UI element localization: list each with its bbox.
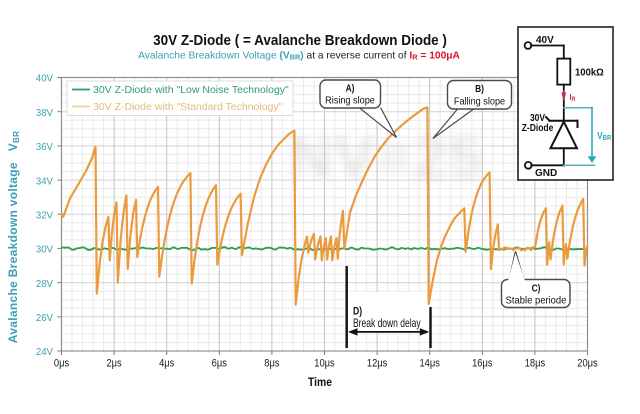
svg-text:24V: 24V — [36, 347, 53, 358]
svg-text:38V: 38V — [36, 108, 53, 119]
svg-text:40V: 40V — [536, 35, 554, 46]
svg-text:4μs: 4μs — [159, 358, 174, 370]
svg-text:26V: 26V — [36, 313, 53, 324]
svg-text:10μs: 10μs — [314, 358, 334, 370]
svg-text:Break down delay: Break down delay — [353, 318, 421, 331]
svg-text:Falling slope: Falling slope — [454, 96, 506, 108]
svg-text:Z-Diode: Z-Diode — [522, 122, 554, 133]
svg-text:IR: IR — [570, 92, 577, 103]
svg-text:2μs: 2μs — [106, 358, 121, 370]
svg-text:28V: 28V — [36, 278, 53, 289]
svg-text:Avalanche Breakdown Voltage (V: Avalanche Breakdown Voltage (VBR) at a r… — [138, 50, 460, 62]
svg-text:36V: 36V — [36, 142, 53, 153]
svg-text:30V: 30V — [36, 244, 53, 255]
svg-text:B): B) — [475, 83, 484, 95]
svg-text:D): D) — [353, 306, 362, 318]
svg-text:NV≡25: NV≡25 — [289, 124, 484, 191]
svg-text:Rising slope: Rising slope — [325, 95, 375, 107]
svg-text:30V Z-Diode with "Standard Tec: 30V Z-Diode with "Standard Technology" — [93, 101, 283, 113]
svg-text:20μs: 20μs — [577, 358, 597, 370]
svg-text:14μs: 14μs — [419, 358, 439, 370]
svg-text:18μs: 18μs — [525, 358, 545, 370]
svg-text:32V: 32V — [36, 210, 53, 221]
svg-text:GND: GND — [535, 168, 557, 179]
svg-text:A): A) — [346, 83, 355, 95]
svg-text:Time: Time — [308, 376, 332, 389]
svg-text:30V: 30V — [530, 112, 546, 123]
svg-text:C): C) — [532, 283, 541, 295]
svg-text:0μs: 0μs — [54, 358, 69, 370]
svg-text:30V Z-Diode ( = Avalanche Brea: 30V Z-Diode ( = Avalanche Breakdown Diod… — [153, 32, 447, 49]
svg-text:12μs: 12μs — [367, 358, 387, 370]
svg-text:30V Z-Diode with "Low Noise Te: 30V Z-Diode with "Low Noise Technology" — [93, 84, 289, 96]
svg-text:16μs: 16μs — [472, 358, 492, 370]
svg-text:34V: 34V — [36, 176, 53, 187]
svg-text:40V: 40V — [36, 73, 53, 84]
svg-text:8μs: 8μs — [264, 358, 279, 370]
svg-text:6μs: 6μs — [212, 358, 227, 370]
svg-text:100kΩ: 100kΩ — [575, 67, 604, 78]
svg-text:Avalanche Breakdown voltage: Avalanche Breakdown voltage VBR — [6, 131, 21, 343]
svg-text:Stable periode: Stable periode — [506, 295, 567, 307]
